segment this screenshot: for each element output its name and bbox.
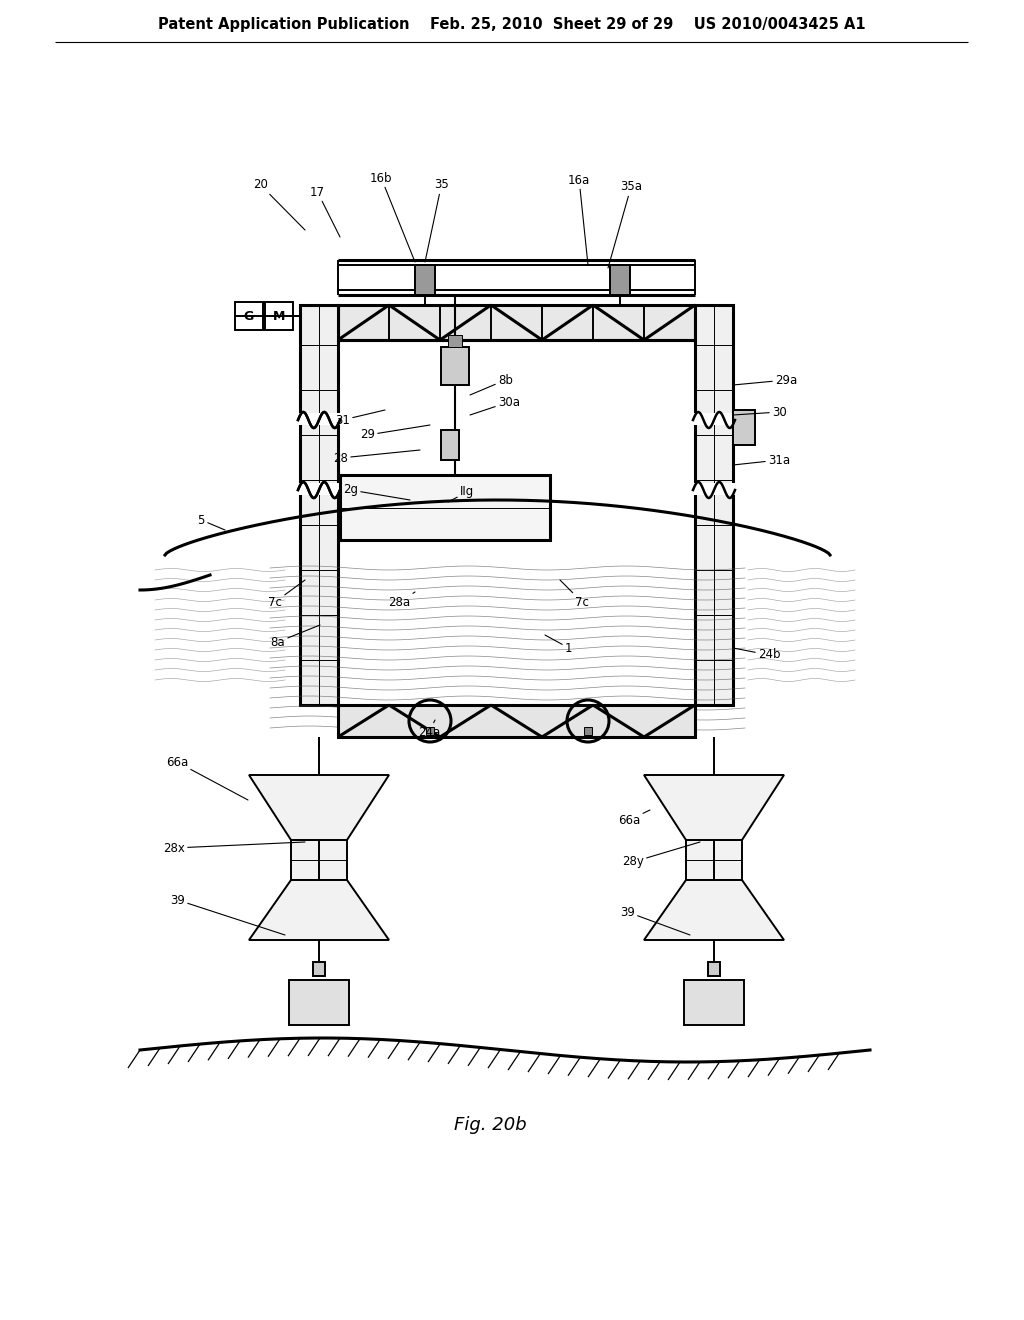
Text: M: M (272, 309, 286, 322)
Text: 35a: 35a (608, 181, 642, 268)
Text: 29a: 29a (733, 374, 798, 387)
Polygon shape (644, 880, 784, 940)
Text: 28a: 28a (388, 591, 415, 609)
Text: 35: 35 (425, 178, 449, 261)
Text: 7c: 7c (560, 579, 589, 609)
Bar (340, 475, 550, 540)
Bar (584, 727, 592, 735)
Text: 8b: 8b (470, 374, 513, 395)
Bar (695, 305, 733, 705)
Bar (449, 335, 462, 347)
Text: 31: 31 (335, 411, 385, 426)
Bar (686, 840, 742, 880)
Text: 39: 39 (170, 894, 285, 935)
Text: 31a: 31a (733, 454, 791, 466)
Text: 16b: 16b (370, 172, 415, 261)
Bar (733, 411, 755, 445)
Bar (234, 302, 263, 330)
Bar (338, 305, 695, 341)
Text: 24a: 24a (418, 719, 440, 738)
Bar (693, 413, 735, 425)
Bar (708, 962, 720, 975)
Text: 8a: 8a (270, 624, 319, 648)
Text: 16a: 16a (568, 173, 590, 265)
Bar (610, 265, 630, 294)
Bar (313, 962, 325, 975)
Text: IIg: IIg (449, 486, 474, 502)
Polygon shape (249, 775, 389, 840)
Bar (298, 483, 340, 495)
Polygon shape (644, 775, 784, 840)
Bar (441, 430, 459, 459)
Text: 66a: 66a (166, 755, 248, 800)
Text: 30: 30 (733, 405, 786, 418)
Bar (265, 302, 293, 330)
Text: Fig. 20b: Fig. 20b (454, 1115, 526, 1134)
Text: 39: 39 (620, 906, 690, 935)
Text: 20: 20 (253, 178, 305, 230)
Bar (441, 347, 469, 385)
Text: 28x: 28x (163, 842, 305, 854)
Text: 29: 29 (360, 425, 430, 441)
Bar (684, 979, 744, 1026)
Text: Patent Application Publication    Feb. 25, 2010  Sheet 29 of 29    US 2010/00434: Patent Application Publication Feb. 25, … (158, 17, 866, 33)
Text: 28y: 28y (622, 842, 700, 869)
Bar (426, 727, 434, 735)
Text: 30a: 30a (470, 396, 520, 414)
Bar (693, 483, 735, 495)
Bar (289, 979, 349, 1026)
Text: 66a: 66a (618, 810, 650, 826)
Text: G: G (244, 309, 254, 322)
Bar (298, 413, 340, 425)
Text: 5: 5 (198, 513, 225, 531)
Polygon shape (249, 880, 389, 940)
Text: 28: 28 (333, 450, 420, 465)
Text: 17: 17 (310, 186, 340, 238)
Bar (291, 840, 347, 880)
Text: 2g: 2g (343, 483, 410, 500)
Text: 24b: 24b (733, 648, 780, 661)
Bar (338, 705, 695, 737)
Bar (300, 305, 338, 705)
Text: 1: 1 (545, 635, 572, 655)
Bar (415, 265, 435, 294)
Text: 7c: 7c (268, 579, 305, 609)
